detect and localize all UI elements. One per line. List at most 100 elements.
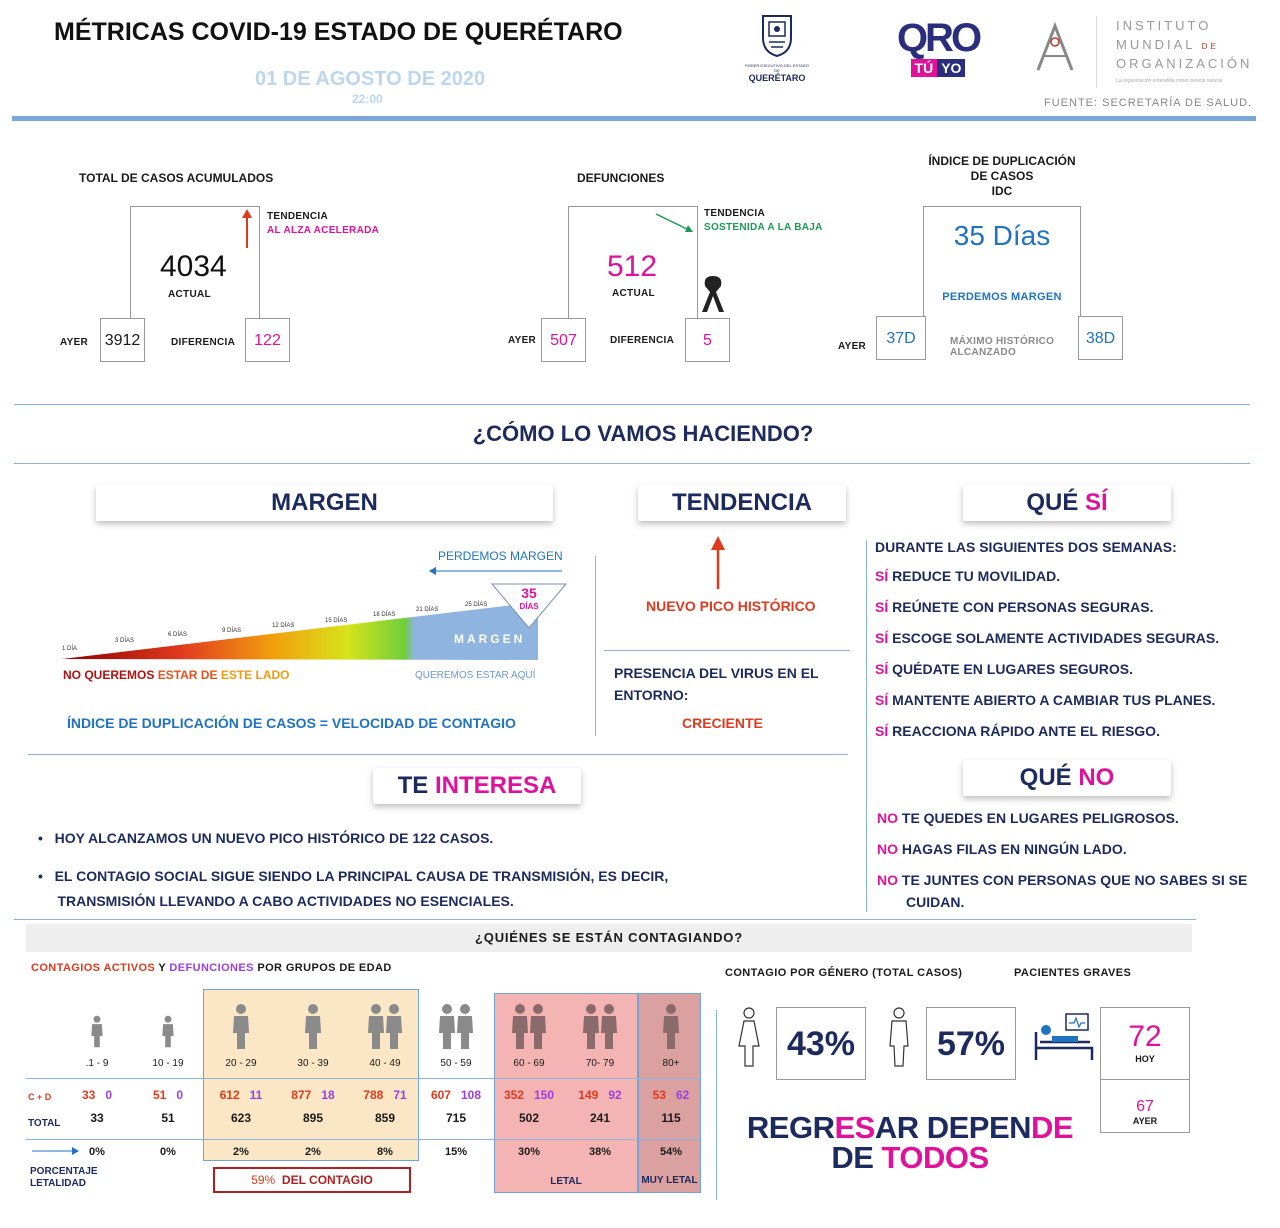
slogan: REGRESAR DEPENDE DE TODOS [746, 1110, 1074, 1175]
age-total-value: 502 [518, 1111, 540, 1125]
cases-yesterday-label: AYER [60, 337, 89, 348]
row-label-pct: PORCENTAJE LETALIDAD [30, 1166, 98, 1189]
tendencia-presence-value: CRECIENTE [682, 715, 763, 731]
section-divider [14, 463, 1250, 464]
age-letality-pct: 2% [233, 1146, 249, 1158]
age-cd-values: 788 71 [350, 1088, 420, 1102]
left-arrow-icon [429, 567, 562, 575]
interesa-bullet-1: • HOY ALCANZAMOS UN NUEVO PICO HISTÓRICO… [38, 830, 494, 846]
margin-marker-value: 35 [521, 585, 537, 601]
age-total-value: 859 [374, 1111, 396, 1125]
age-group-person-icon [305, 1004, 321, 1049]
list-item: NO HAGAS FILAS EN NINGÚN LADO. [877, 841, 1127, 857]
row-label-cd: C + D [28, 1092, 52, 1102]
age-total-value: 715 [445, 1111, 467, 1125]
age-label: 70- 79 [585, 1058, 615, 1069]
age-label: 80+ [662, 1058, 680, 1069]
cases-current-box [130, 206, 260, 318]
tendencia-divider [604, 650, 850, 651]
margin-marker-triangle [490, 583, 568, 629]
idc-title: ÍNDICE DE DUPLICACIÓN DE CASOS IDC [928, 154, 1076, 198]
age-cd-values: 877 18 [278, 1088, 348, 1102]
quienes-subtitle: CONTAGIOS ACTIVOS Y DEFUNCIONES POR GRUP… [31, 962, 392, 974]
column-divider [595, 556, 596, 736]
margin-day-label: 18 DÍAS [373, 612, 396, 618]
age-cd-values: 352 150 [494, 1088, 564, 1102]
male-icon [889, 1007, 909, 1067]
deaths-diff-box: 5 [685, 318, 730, 362]
age-total-value: 115 [661, 1111, 681, 1125]
section-divider [14, 404, 1250, 405]
government-seal-logo: PODER EJECUTIVO DEL ESTADO DE QUERÉTARO [744, 12, 810, 90]
age-group-person-icon [233, 1004, 249, 1049]
deaths-yesterday-label: AYER [508, 335, 537, 346]
que-si-intro: DURANTE LAS SIGUIENTES DOS SEMANAS: [875, 539, 1177, 555]
deaths-value: 71 [393, 1088, 407, 1102]
deaths-value: 92 [608, 1088, 622, 1102]
active-cases-value: 149 [578, 1088, 599, 1102]
margen-losing-label: PERDEMOS MARGEN [438, 549, 563, 563]
up-arrow-icon [242, 209, 252, 248]
table-row-divider [26, 1139, 701, 1140]
age-cd-values: 53 62 [636, 1088, 706, 1102]
active-cases-value: 33 [81, 1088, 96, 1102]
row-label-total: TOTAL [28, 1118, 61, 1129]
age-group-person-icon [512, 1004, 546, 1049]
list-item: SÍ REÚNETE CON PERSONAS SEGURAS. [875, 599, 1154, 615]
te-interesa-header: TE INTERESA [373, 768, 581, 804]
hospital-bed-icon [1034, 1013, 1094, 1060]
age-label: 20 - 29 [225, 1058, 257, 1069]
age-letality-pct: 0% [89, 1146, 105, 1158]
age-cd-values: 607 108 [421, 1088, 491, 1102]
age-cd-values: 612 11 [206, 1088, 276, 1102]
que-no-item-continuation: CUIDAN. [906, 894, 965, 910]
margin-bad-side: NO QUEREMOS ESTAR DE ESTE LADO [63, 668, 290, 682]
age-label: 10 - 19 [152, 1058, 184, 1069]
list-item: NO TE JUNTES CON PERSONAS QUE NO SABES S… [877, 872, 1248, 888]
age-letality-pct: 30% [517, 1146, 541, 1158]
age-total-value: 33 [90, 1111, 104, 1125]
age-group-person-icon [91, 1015, 103, 1048]
contagio-box: 59% DEL CONTAGIO [213, 1167, 411, 1193]
age-letality-pct: 2% [305, 1146, 321, 1158]
active-cases-value: 788 [363, 1088, 384, 1102]
deaths-value: 62 [676, 1088, 690, 1102]
age-cd-values: 149 92 [565, 1088, 635, 1102]
muy-letal-label: MUY LETAL [641, 1175, 698, 1186]
seal-icon [762, 15, 792, 58]
idc-current-value: 35 Días [953, 220, 1051, 251]
margin-day-label: 12 DÍAS [272, 623, 295, 629]
deaths-value: 108 [461, 1088, 482, 1102]
age-group-person-icon [162, 1015, 174, 1048]
interesa-bullet-2: • EL CONTAGIO SOCIAL SIGUE SIENDO LA PRI… [38, 868, 669, 909]
age-total-value: 241 [589, 1111, 611, 1125]
quienes-title-bar: ¿QUIÉNES SE ESTÁN CONTAGIANDO? [26, 924, 1192, 952]
graves-yesterday-box: 67 AYER [1100, 1079, 1190, 1133]
graves-today-box: 72 HOY [1100, 1007, 1190, 1080]
female-icon [738, 1007, 760, 1067]
margen-header: MARGEN [96, 485, 553, 521]
idc-max-label: MÁXIMO HISTÓRICO ALCANZADO [950, 336, 1055, 358]
idc-yesterday-label: AYER [838, 341, 867, 352]
institute-a-icon [1036, 21, 1074, 71]
report-date: 01 DE AGOSTO DE 2020 [255, 68, 486, 90]
cases-trend-label: TENDENCIA [267, 211, 329, 222]
male-pct-box: 57% [926, 1007, 1016, 1080]
list-item: SÍ QUÉDATE EN LUGARES SEGUROS. [875, 661, 1134, 677]
cases-diff-box: 122 [245, 318, 290, 362]
age-group-person-icon [583, 1004, 617, 1049]
age-group-person-icon [439, 1004, 473, 1049]
age-letality-pct: 15% [444, 1146, 468, 1158]
right-arrow-icon [32, 1147, 79, 1155]
age-letality-pct: 0% [160, 1146, 176, 1158]
list-item: SÍ REACCIONA RÁPIDO ANTE EL RIESGO. [875, 723, 1160, 739]
deaths-current-label: ACTUAL [612, 288, 655, 299]
report-time: 22:00 [352, 92, 383, 106]
section-divider [14, 919, 1196, 920]
up-arrow-icon [711, 536, 725, 589]
age-label: 40 - 49 [369, 1058, 401, 1069]
column-divider [866, 540, 867, 912]
table-row-divider [26, 1078, 701, 1079]
margin-good-side: QUEREMOS ESTAR AQUÍ [415, 670, 536, 681]
deaths-value: 150 [534, 1088, 555, 1102]
